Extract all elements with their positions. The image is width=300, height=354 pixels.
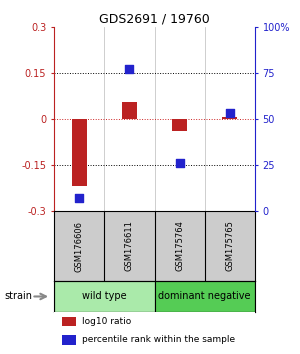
- Point: [227, 110, 232, 116]
- Text: log10 ratio: log10 ratio: [82, 317, 131, 326]
- Text: GSM175765: GSM175765: [225, 221, 234, 272]
- Point: [77, 195, 82, 201]
- Text: strain: strain: [4, 291, 32, 302]
- Text: GSM175764: GSM175764: [175, 221, 184, 272]
- Bar: [62, 335, 76, 345]
- Bar: [72, 119, 87, 186]
- Point: [127, 66, 132, 72]
- Text: percentile rank within the sample: percentile rank within the sample: [82, 336, 235, 344]
- Text: GSM176611: GSM176611: [125, 221, 134, 272]
- Bar: [172, 119, 187, 131]
- Text: dominant negative: dominant negative: [158, 291, 251, 302]
- Bar: [122, 102, 137, 119]
- Text: wild type: wild type: [82, 291, 127, 302]
- Bar: [62, 316, 76, 326]
- Bar: [222, 117, 237, 119]
- Bar: [54, 281, 154, 312]
- Bar: [154, 281, 255, 312]
- Text: GSM176606: GSM176606: [75, 221, 84, 272]
- Point: [177, 160, 182, 166]
- Title: GDS2691 / 19760: GDS2691 / 19760: [99, 12, 210, 25]
